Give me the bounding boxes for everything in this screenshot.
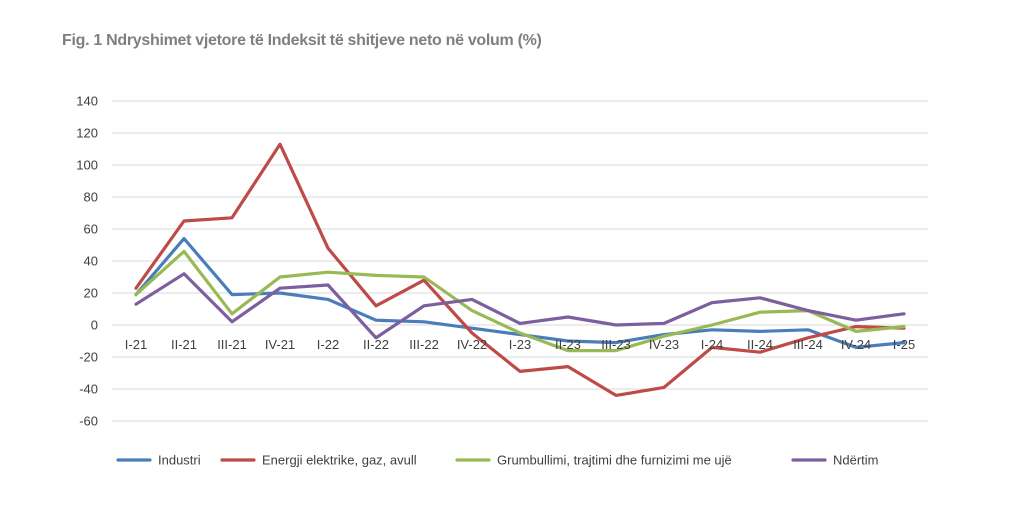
chart-title: Fig. 1 Ndryshimet vjetore të Indeksit të…	[62, 32, 542, 49]
grid-lines	[112, 100, 928, 422]
x-tick-label: I-25	[893, 337, 915, 352]
x-axis-ticks: I-21 II-21 III-21 IV-21 I-22 II-22 III-22 IV-22…	[125, 337, 915, 352]
series-line	[134, 142, 906, 397]
x-tick-label: I-22	[317, 337, 339, 352]
legend-label: Industri	[158, 453, 201, 468]
x-tick-label: IV-23	[649, 337, 679, 352]
legend-label: Grumbullimi, trajtimi dhe furnizimi me u…	[497, 453, 732, 468]
y-tick-label: 60	[84, 222, 98, 237]
x-tick-label: III-24	[793, 337, 823, 352]
x-tick-label: III-23	[601, 337, 631, 352]
x-tick-label: II-21	[171, 337, 197, 352]
x-tick-label: II-24	[747, 337, 773, 352]
y-tick-label: -20	[79, 350, 98, 365]
y-tick-label: 0	[91, 318, 98, 333]
y-tick-label: 40	[84, 254, 98, 269]
y-axis-ticks: 140 120 100 80 60 40 20 0 -20 -40 -60	[76, 94, 98, 429]
series-lines	[134, 142, 906, 397]
y-tick-label: -60	[79, 414, 98, 429]
series-line	[134, 272, 906, 340]
y-tick-label: 140	[76, 94, 98, 109]
y-tick-label: -40	[79, 382, 98, 397]
x-tick-label: IV-22	[457, 337, 487, 352]
x-tick-label: III-21	[217, 337, 247, 352]
x-tick-label: I-23	[509, 337, 531, 352]
x-tick-label: III-22	[409, 337, 439, 352]
series-line	[134, 249, 906, 353]
x-tick-label: II-22	[363, 337, 389, 352]
x-tick-label: I-21	[125, 337, 147, 352]
y-tick-label: 120	[76, 126, 98, 141]
y-tick-label: 100	[76, 158, 98, 173]
y-tick-label: 80	[84, 190, 98, 205]
x-tick-label: I-24	[701, 337, 723, 352]
x-tick-label: II-23	[555, 337, 581, 352]
y-tick-label: 20	[84, 286, 98, 301]
legend-label: Ndërtim	[833, 453, 879, 468]
x-tick-label: IV-24	[841, 337, 871, 352]
legend-label: Energji elektrike, gaz, avull	[262, 453, 417, 468]
legend: Industri Energji elektrike, gaz, avull Gru…	[116, 453, 879, 468]
x-tick-label: IV-21	[265, 337, 295, 352]
